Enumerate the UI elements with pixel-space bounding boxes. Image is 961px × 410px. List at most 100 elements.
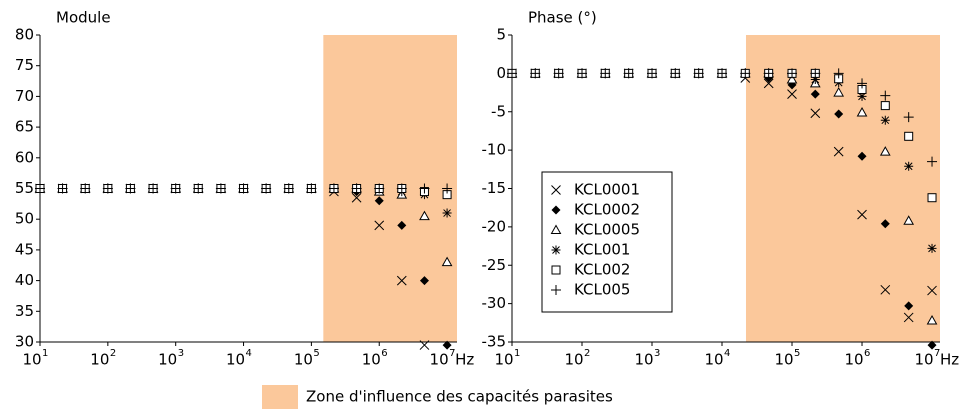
- y-tick-label: 75: [15, 56, 34, 74]
- marker: [810, 108, 821, 119]
- y-tick-label: -15: [482, 179, 507, 197]
- x-tick-sup: 4: [724, 348, 730, 359]
- marker: [787, 68, 798, 79]
- marker: [261, 183, 272, 194]
- marker: [857, 91, 867, 101]
- legend-marker: [551, 285, 561, 295]
- marker: [238, 183, 249, 194]
- marker: [57, 183, 68, 194]
- marker: [787, 89, 797, 99]
- marker: [740, 68, 751, 79]
- zone-legend-swatch: [262, 385, 298, 409]
- marker: [717, 68, 728, 79]
- y-tick-label: -5: [491, 102, 506, 120]
- chart-title: Module: [56, 9, 111, 27]
- marker: [441, 256, 453, 267]
- legend-label: KCL0002: [574, 201, 640, 219]
- x-tick-label: 10: [774, 351, 793, 369]
- marker: [880, 90, 891, 101]
- y-tick-label: 5: [496, 26, 506, 44]
- marker: [351, 192, 362, 203]
- y-tick-label: 0: [496, 64, 506, 82]
- shaded-zone: [745, 35, 940, 342]
- x-tick-label: 10: [90, 351, 109, 369]
- marker: [880, 219, 890, 229]
- marker: [396, 275, 407, 286]
- legend-marker: [551, 205, 561, 215]
- x-tick-label: 10: [158, 351, 177, 369]
- marker: [442, 340, 452, 350]
- marker: [833, 146, 844, 157]
- x-tick-label: 10: [430, 351, 449, 369]
- marker: [600, 68, 611, 79]
- marker: [904, 301, 914, 311]
- y-tick-label: -30: [482, 294, 507, 312]
- marker: [927, 193, 937, 203]
- x-tick-sup: 2: [110, 348, 116, 359]
- x-tick-sup: 7: [934, 348, 940, 359]
- marker: [670, 68, 681, 79]
- x-tick-label: 10: [634, 351, 653, 369]
- x-tick-sup: 4: [246, 348, 252, 359]
- marker: [419, 210, 430, 221]
- y-tick-label: 30: [15, 333, 34, 351]
- x-tick-sup: 6: [864, 348, 870, 359]
- marker: [623, 68, 634, 79]
- marker: [880, 115, 890, 125]
- marker: [880, 284, 891, 295]
- marker: [879, 146, 891, 156]
- marker: [80, 183, 91, 194]
- marker: [927, 156, 938, 167]
- x-tick-sup: 5: [313, 348, 319, 359]
- x-tick-label: 10: [844, 351, 863, 369]
- y-tick-label: 40: [15, 271, 34, 289]
- x-tick-label: 10: [704, 351, 723, 369]
- marker: [419, 340, 430, 350]
- x-tick-sup: 5: [794, 348, 800, 359]
- x-tick-label: 10: [294, 351, 313, 369]
- legend-label: KCL005: [574, 281, 630, 299]
- zone-legend-label: Zone d'influence des capacités parasites: [306, 388, 613, 406]
- x-tick-label: 10: [564, 351, 583, 369]
- marker: [856, 106, 868, 117]
- marker: [833, 87, 845, 97]
- legend-label: KCL0005: [574, 221, 640, 239]
- x-tick-label: 10: [22, 351, 41, 369]
- marker: [763, 78, 774, 89]
- marker: [926, 314, 938, 325]
- x-tick-label: 10: [226, 351, 245, 369]
- marker: [351, 183, 362, 194]
- marker: [193, 183, 204, 194]
- y-tick-label: 50: [15, 210, 34, 228]
- legend-marker: [551, 245, 561, 255]
- y-tick-label: 35: [15, 302, 34, 320]
- x-tick-label: 10: [362, 351, 381, 369]
- marker: [786, 73, 798, 84]
- legend-marker: [551, 265, 561, 275]
- x-tick-sup: 2: [584, 348, 590, 359]
- chart-title: Phase (°): [528, 9, 597, 27]
- marker: [553, 68, 564, 79]
- marker: [215, 183, 226, 194]
- y-tick-label: -35: [482, 333, 507, 351]
- marker: [833, 68, 844, 79]
- marker: [904, 131, 914, 141]
- x-tick-sup: 1: [514, 348, 520, 359]
- y-tick-label: 60: [15, 148, 34, 166]
- marker: [306, 183, 317, 194]
- marker: [328, 183, 339, 194]
- y-tick-label: -25: [482, 256, 507, 274]
- marker: [507, 68, 517, 79]
- x-tick-sup: 6: [381, 348, 387, 359]
- legend-label: KCL0001: [574, 181, 640, 199]
- marker: [857, 78, 868, 89]
- legend-marker: [550, 224, 562, 234]
- marker: [903, 312, 914, 323]
- marker: [374, 196, 384, 206]
- legend-box: [541, 171, 673, 313]
- marker: [374, 220, 385, 231]
- marker: [834, 109, 844, 119]
- marker: [396, 183, 407, 194]
- y-tick-label: 55: [15, 179, 34, 197]
